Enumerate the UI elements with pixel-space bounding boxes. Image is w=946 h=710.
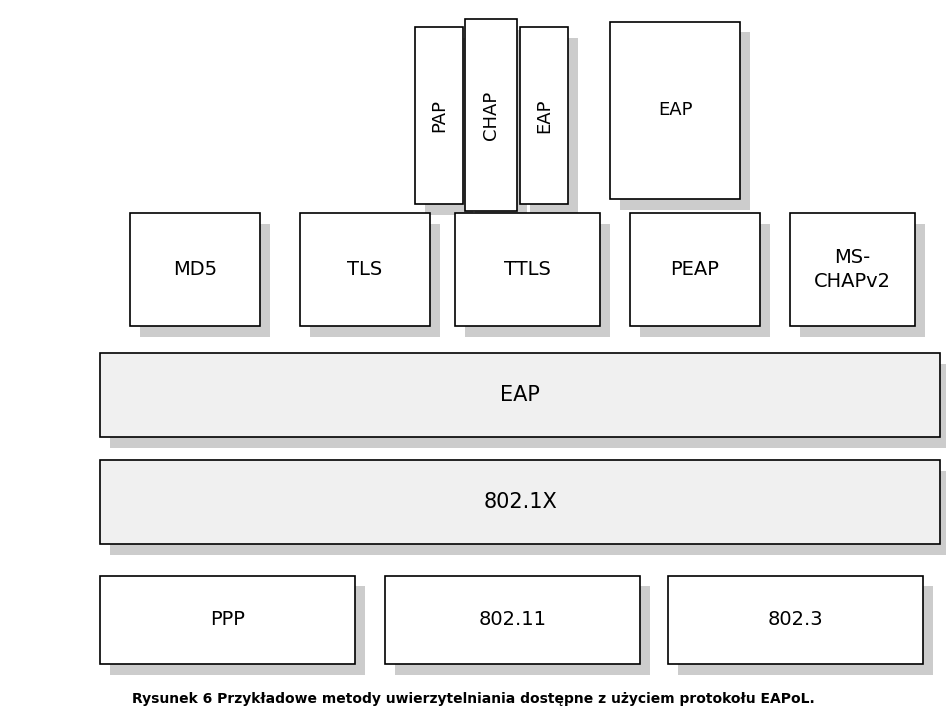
Text: EAP: EAP: [500, 385, 540, 405]
Bar: [100, 576, 355, 664]
Text: CHAP: CHAP: [482, 90, 500, 140]
Text: 802.11: 802.11: [479, 610, 547, 629]
Bar: [100, 460, 940, 545]
Bar: [130, 213, 260, 326]
Text: PPP: PPP: [210, 610, 245, 629]
Bar: [668, 576, 923, 664]
Bar: [465, 19, 517, 211]
Bar: [640, 224, 770, 337]
Bar: [110, 364, 946, 447]
Text: MS-
CHAPv2: MS- CHAPv2: [814, 248, 891, 290]
Bar: [100, 353, 940, 437]
Text: MD5: MD5: [173, 260, 217, 279]
Bar: [790, 213, 915, 326]
Bar: [465, 224, 610, 337]
Bar: [110, 471, 946, 555]
Text: PAP: PAP: [430, 99, 448, 132]
Bar: [395, 586, 650, 674]
Bar: [110, 586, 365, 674]
Bar: [140, 224, 270, 337]
Text: TLS: TLS: [347, 260, 382, 279]
Bar: [310, 224, 440, 337]
Bar: [385, 576, 640, 664]
Bar: [300, 213, 430, 326]
Text: Rysunek 6 Przykładowe metody uwierzytelniania dostępne z użyciem protokołu EAPoL: Rysunek 6 Przykładowe metody uwierzyteln…: [131, 692, 815, 706]
Bar: [475, 30, 527, 222]
Bar: [678, 586, 933, 674]
Text: TTLS: TTLS: [504, 260, 551, 279]
Bar: [415, 27, 463, 204]
Bar: [520, 27, 568, 204]
Bar: [610, 21, 740, 199]
Text: EAP: EAP: [657, 102, 692, 119]
Bar: [800, 224, 925, 337]
Bar: [620, 32, 750, 209]
Bar: [425, 38, 473, 215]
Text: EAP: EAP: [535, 99, 553, 133]
Text: 802.1X: 802.1X: [483, 492, 557, 513]
Bar: [530, 38, 578, 215]
Bar: [630, 213, 760, 326]
Text: 802.3: 802.3: [768, 610, 823, 629]
Bar: [455, 213, 600, 326]
Text: PEAP: PEAP: [671, 260, 720, 279]
